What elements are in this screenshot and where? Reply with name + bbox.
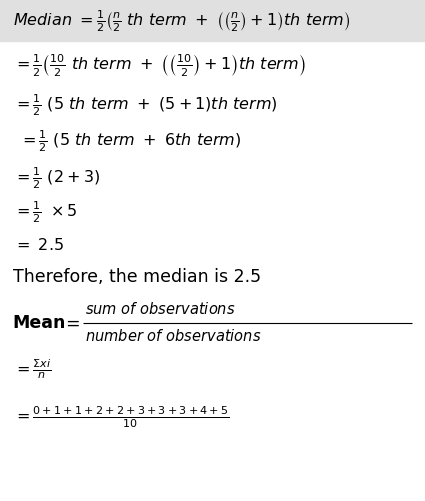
Text: $=$: $=$ bbox=[62, 314, 80, 332]
Text: $=\ 2.5$: $=\ 2.5$ bbox=[13, 237, 64, 254]
Text: $\mathit{sum\ of\ observations}$: $\mathit{sum\ of\ observations}$ bbox=[85, 301, 235, 317]
Text: $\mathit{Median}\ =\frac{1}{2}\left(\frac{n}{2}\ \mathit{th\ term}\ +\ \left(\le: $\mathit{Median}\ =\frac{1}{2}\left(\fra… bbox=[13, 9, 350, 35]
FancyBboxPatch shape bbox=[0, 0, 425, 41]
Text: Therefore, the median is 2.5: Therefore, the median is 2.5 bbox=[13, 268, 261, 286]
Text: Mean: Mean bbox=[13, 314, 66, 332]
Text: $=\frac{1}{2}\ (5\ \mathit{th\ term}\ +\ 6\mathit{th\ term})$: $=\frac{1}{2}\ (5\ \mathit{th\ term}\ +\… bbox=[19, 128, 241, 154]
Text: $=\frac{1}{2}\ (5\ \mathit{th\ term}\ +\ (5+1)\mathit{th\ term})$: $=\frac{1}{2}\ (5\ \mathit{th\ term}\ +\… bbox=[13, 92, 278, 118]
Text: $=\frac{1}{2}\ (2+3)$: $=\frac{1}{2}\ (2+3)$ bbox=[13, 165, 100, 191]
Text: $=\frac{1}{2}\left(\frac{10}{2}\ \mathit{th\ term}\ +\ \left(\left(\frac{10}{2}\: $=\frac{1}{2}\left(\frac{10}{2}\ \mathit… bbox=[13, 52, 305, 78]
Text: $=\frac{1}{2}\ \times 5$: $=\frac{1}{2}\ \times 5$ bbox=[13, 199, 77, 225]
Text: $\mathit{number\ of\ observations}$: $\mathit{number\ of\ observations}$ bbox=[85, 328, 261, 344]
Text: $=\frac{\mathit{0+1+1+2+2+3+3+3+4+5}}{\mathit{10}}$: $=\frac{\mathit{0+1+1+2+2+3+3+3+4+5}}{\m… bbox=[13, 404, 230, 430]
Text: $=\frac{\mathit{\Sigma xi}}{\mathit{n}}$: $=\frac{\mathit{\Sigma xi}}{\mathit{n}}$ bbox=[13, 357, 51, 381]
